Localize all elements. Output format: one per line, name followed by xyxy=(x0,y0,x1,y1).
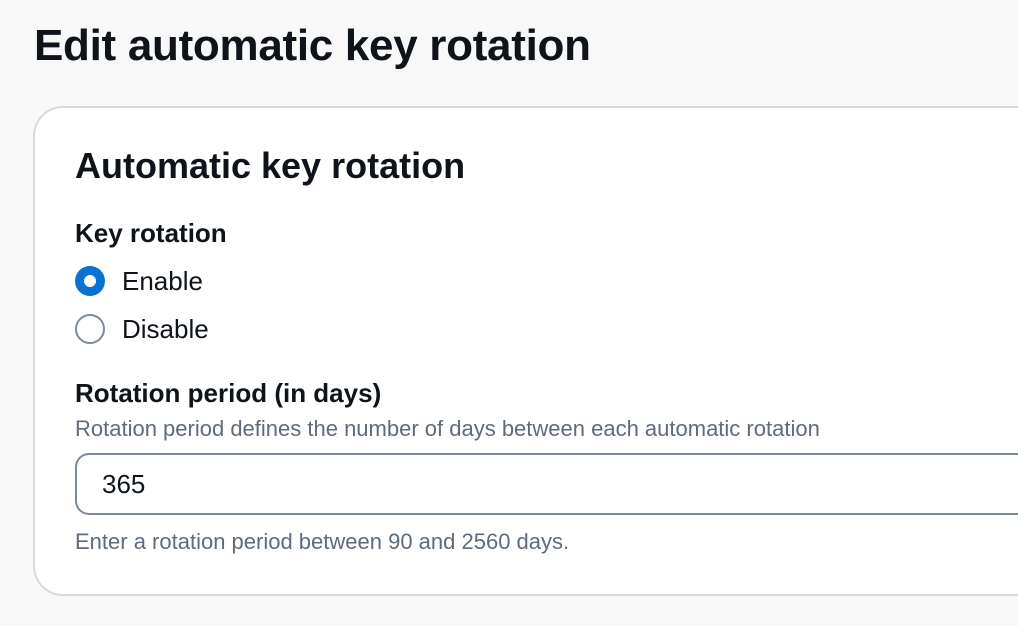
disable-radio-label[interactable]: Disable xyxy=(122,314,209,344)
automatic-key-rotation-panel: Automatic key rotation Key rotation Enab… xyxy=(33,106,1018,596)
rotation-period-input[interactable] xyxy=(75,453,1018,515)
rotation-period-label: Rotation period (in days) xyxy=(75,378,382,408)
rotation-period-constraint: Enter a rotation period between 90 and 2… xyxy=(75,529,570,554)
page-title: Edit automatic key rotation xyxy=(34,21,591,70)
radio-unchecked-icon[interactable] xyxy=(75,314,105,344)
key-rotation-label: Key rotation xyxy=(75,218,227,248)
rotation-period-description: Rotation period defines the number of da… xyxy=(75,416,820,441)
panel-title: Automatic key rotation xyxy=(75,145,466,186)
disable-radio-option[interactable]: Disable xyxy=(75,313,209,345)
enable-radio-label[interactable]: Enable xyxy=(122,266,203,296)
enable-radio-option[interactable]: Enable xyxy=(75,265,203,297)
radio-checked-icon[interactable] xyxy=(75,266,105,296)
